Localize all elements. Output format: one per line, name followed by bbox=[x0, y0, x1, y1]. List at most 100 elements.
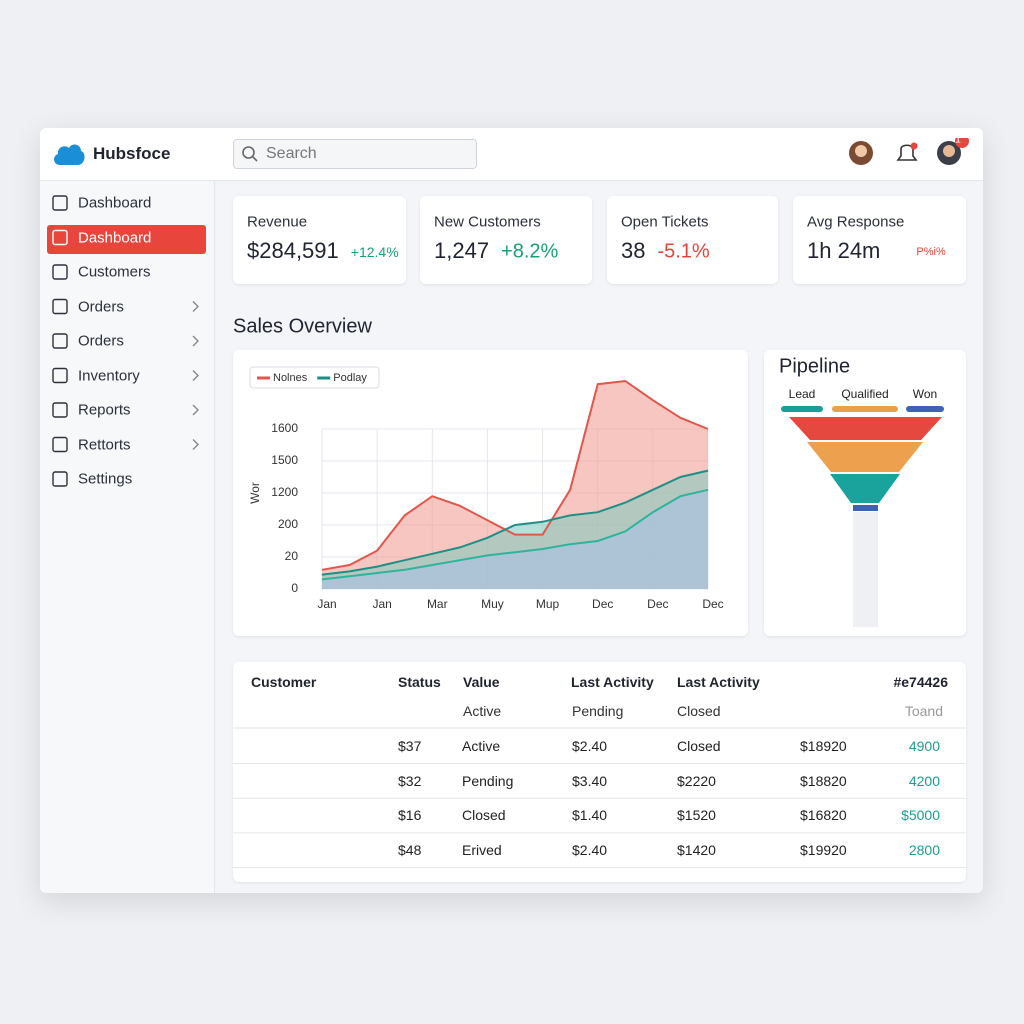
nav-icon bbox=[52, 333, 68, 349]
kpi-label: Open Tickets bbox=[621, 213, 709, 231]
x-tick-label: Mar bbox=[427, 597, 448, 611]
y-tick-label: 200 bbox=[278, 517, 298, 531]
table-cell: 4900 bbox=[908, 738, 940, 754]
table-cell: $32 bbox=[398, 772, 422, 789]
nav-item[interactable]: Dashboard bbox=[78, 194, 152, 212]
table-header: Status bbox=[398, 674, 441, 690]
kpi-change: -5.1% bbox=[657, 240, 710, 263]
section-title: Sales Overview bbox=[233, 315, 372, 338]
kpi-change: +8.2% bbox=[501, 240, 559, 263]
table-cell: $37 bbox=[398, 738, 422, 754]
x-tick-label: Mup bbox=[536, 597, 560, 611]
table-cell: Closed bbox=[677, 738, 721, 754]
legend-label: Podlay bbox=[333, 372, 367, 384]
nav-item[interactable]: Customers bbox=[78, 263, 151, 281]
table-header: #e74426 bbox=[893, 674, 948, 690]
table-cell: 4200 bbox=[908, 772, 940, 789]
x-tick-label: Dec bbox=[647, 597, 668, 611]
pipeline-title: Pipeline bbox=[779, 355, 851, 378]
table-cell: $16 bbox=[398, 807, 422, 824]
kpi-value: 1h 24m bbox=[807, 238, 881, 263]
funnel-stem bbox=[853, 512, 878, 627]
nav-chevron bbox=[192, 301, 199, 312]
stage-label: Won bbox=[912, 387, 938, 401]
y-axis-label: Wor bbox=[248, 482, 262, 504]
table-header: Value bbox=[463, 674, 500, 690]
table-cell: Closed bbox=[462, 807, 506, 824]
table-cell: $18920 bbox=[800, 738, 847, 754]
nav-icon bbox=[52, 436, 68, 453]
notification-badge: 1 bbox=[955, 134, 961, 146]
area-line bbox=[321, 488, 709, 581]
area-fill bbox=[322, 489, 708, 589]
nav-icon bbox=[52, 229, 68, 246]
brand-name: Hubsfoce bbox=[93, 144, 171, 163]
nav-chevron bbox=[192, 370, 199, 381]
area-line bbox=[321, 379, 709, 571]
nav-item[interactable]: Dashboard bbox=[78, 229, 152, 246]
table-cell: $1420 bbox=[677, 842, 716, 859]
table-cell: $1520 bbox=[677, 807, 716, 824]
stage-label: Qualified bbox=[841, 387, 889, 401]
funnel-teal bbox=[830, 474, 900, 503]
sidebar bbox=[40, 181, 215, 893]
kpi-label: Avg Response bbox=[807, 213, 905, 231]
kpi-label: New Customers bbox=[434, 213, 541, 231]
nav-item[interactable]: Orders bbox=[78, 298, 124, 315]
funnel-orange bbox=[807, 442, 923, 472]
y-tick-label: 1600 bbox=[271, 421, 298, 435]
y-tick-label: 20 bbox=[285, 549, 299, 563]
nav-chevron bbox=[192, 439, 199, 450]
kpi-change: P%i% bbox=[916, 246, 946, 258]
kpi-card bbox=[233, 196, 406, 284]
table-cell: Erived bbox=[462, 842, 502, 859]
table-cell: $2.40 bbox=[572, 842, 608, 859]
stage-label: Lead bbox=[788, 387, 816, 401]
header-icons bbox=[849, 138, 969, 165]
nav-item[interactable]: Reports bbox=[78, 401, 131, 419]
table-cell: $1.40 bbox=[572, 807, 608, 824]
kpi-value: $284,591 bbox=[247, 238, 339, 263]
table-cell: $5000 bbox=[901, 807, 940, 824]
area-line bbox=[321, 469, 709, 576]
x-tick-label: Dec bbox=[592, 597, 613, 611]
nav-icon bbox=[52, 471, 68, 487]
x-tick-label: Dec bbox=[702, 597, 723, 611]
table-header: Customer bbox=[251, 674, 317, 690]
table-subheader: Closed bbox=[677, 703, 721, 719]
table-cell: 2800 bbox=[908, 842, 940, 859]
nav-icon bbox=[52, 367, 68, 384]
nav-item[interactable]: Settings bbox=[78, 470, 133, 488]
table-cell: $2220 bbox=[677, 772, 716, 789]
table-cell: $16820 bbox=[800, 807, 847, 824]
nav-item[interactable]: Orders bbox=[78, 332, 124, 350]
table-card bbox=[233, 662, 966, 882]
stage-bar bbox=[781, 406, 823, 412]
x-tick-label: Jan bbox=[372, 597, 391, 611]
table-subheader: Active bbox=[463, 703, 502, 719]
nav-chevron bbox=[192, 404, 199, 416]
y-tick-label: 1500 bbox=[271, 453, 298, 467]
table-cell: $18820 bbox=[800, 772, 847, 789]
kpi-value: 1,247 bbox=[434, 238, 490, 263]
funnel-red bbox=[789, 417, 942, 440]
table-cell: Active bbox=[462, 738, 501, 754]
stage-bar bbox=[832, 406, 898, 412]
nav-chevron bbox=[192, 335, 199, 347]
x-tick-label: Muy bbox=[481, 597, 504, 611]
kpi-label: Revenue bbox=[247, 213, 308, 231]
y-tick-label: 1200 bbox=[271, 485, 298, 499]
nav-item[interactable]: Inventory bbox=[78, 367, 140, 384]
stage-bar bbox=[906, 406, 944, 412]
table-cell: $2.40 bbox=[572, 738, 608, 754]
nav-icon bbox=[52, 402, 68, 418]
legend-box bbox=[249, 366, 380, 389]
search-placeholder[interactable]: Search bbox=[266, 145, 317, 162]
nav-icon bbox=[52, 298, 68, 315]
active-nav-bg bbox=[47, 225, 206, 254]
kpi-card bbox=[607, 196, 778, 284]
search-box[interactable] bbox=[233, 139, 477, 169]
nav-item[interactable]: Rettorts bbox=[78, 436, 131, 453]
